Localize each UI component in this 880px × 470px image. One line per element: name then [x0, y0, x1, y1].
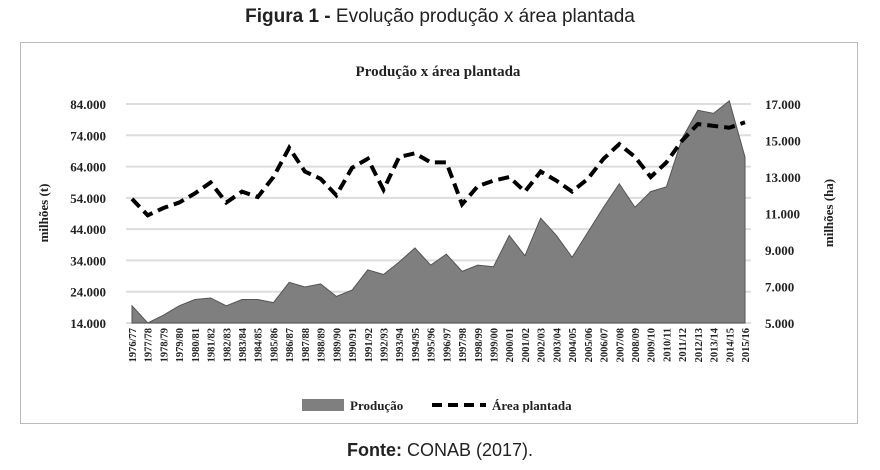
- caption-text: CONAB (2017).: [406, 440, 534, 460]
- y-tick-label: 44.000: [70, 222, 106, 237]
- x-tick-label: 2006/07: [600, 328, 611, 362]
- figure-title: Figura 1 - Evolução produção x área plan…: [0, 6, 880, 28]
- legend-label-area: Área plantada: [492, 398, 572, 413]
- x-tick-label: 2004/05: [568, 328, 579, 362]
- x-tick-label: 2005/06: [584, 328, 595, 362]
- x-tick-label: 1989/90: [332, 328, 343, 362]
- y-tick-label: 84.000: [70, 97, 106, 112]
- x-tick-label: 1992/93: [379, 328, 390, 362]
- x-tick-label: 1995/96: [427, 328, 438, 362]
- x-tick-label: 1978/79: [159, 328, 170, 362]
- legend-swatch-producao: [302, 399, 344, 411]
- y-axis-label: milhões (t): [36, 184, 51, 243]
- x-tick-label: 1979/80: [175, 328, 186, 362]
- y2-tick-label: 9.000: [765, 243, 794, 258]
- caption-label: Fonte:: [346, 440, 402, 460]
- x-tick-label: 1998/99: [474, 328, 485, 362]
- x-tick-label: 1981/82: [207, 328, 218, 362]
- x-tick-label: 2009/10: [647, 328, 658, 362]
- y2-tick-label: 11.000: [765, 207, 800, 222]
- x-tick-label: 1983/84: [238, 327, 249, 362]
- x-tick-label: 2003/04: [552, 327, 563, 362]
- x-tick-label: 1985/86: [269, 328, 280, 362]
- x-tick-label: 1990/91: [348, 328, 359, 362]
- x-tick-label: 1994/95: [411, 328, 422, 362]
- x-tick-label: 2012/13: [694, 328, 705, 362]
- x-tick-label: 1977/78: [144, 328, 155, 362]
- x-tick-label: 2002/03: [537, 328, 548, 362]
- y-tick-label: 14.000: [70, 316, 106, 331]
- production-area: [131, 100, 746, 324]
- caption: Fonte: CONAB (2017).: [0, 440, 880, 461]
- area-line: [130, 120, 746, 218]
- x-tick-label: 1988/89: [317, 328, 328, 362]
- x-tick-label: 2015/16: [741, 328, 752, 362]
- y2-tick-label: 13.000: [765, 170, 801, 185]
- chart-frame: [20, 42, 858, 424]
- x-tick-label: 2010/11: [662, 328, 673, 362]
- y-tick-label: 54.000: [70, 191, 106, 206]
- y2-tick-label: 7.000: [765, 280, 794, 295]
- x-tick-label: 2013/14: [710, 327, 721, 362]
- y2-axis-label: milhões (ha): [821, 179, 836, 247]
- x-tick-label: 1980/81: [191, 328, 202, 362]
- y2-tick-label: 15.000: [765, 134, 801, 149]
- x-tick-label: 2000/01: [505, 328, 516, 362]
- x-tick-label: 1986/87: [285, 328, 296, 362]
- x-tick-label: 1997/98: [458, 328, 469, 362]
- y2-tick-label: 17.000: [765, 97, 801, 112]
- y2-tick-label: 5.000: [765, 316, 794, 331]
- y-tick-label: 24.000: [70, 285, 106, 300]
- x-tick-label: 1976/77: [128, 328, 139, 362]
- x-tick-label: 2008/09: [631, 328, 642, 362]
- x-tick-label: 1982/83: [222, 328, 233, 362]
- x-tick-label: 2007/08: [615, 328, 626, 362]
- x-tick-label: 1993/94: [395, 327, 406, 362]
- x-tick-label: 1991/92: [364, 328, 375, 362]
- y-tick-label: 64.000: [70, 160, 106, 175]
- legend-label-producao: Produção: [350, 398, 403, 413]
- figure-title-text: Evolução produção x área plantada: [335, 6, 635, 27]
- x-tick-label: 1984/85: [254, 328, 265, 362]
- x-tick-label: 2011/12: [678, 328, 689, 362]
- chart-title: Produção x área plantada: [356, 64, 521, 80]
- legend: Produção Área plantada: [302, 398, 572, 413]
- x-tick-label: 1996/97: [442, 328, 453, 362]
- figure-label: Figura 1 -: [245, 6, 331, 27]
- x-tick-label: 2001/02: [521, 328, 532, 362]
- x-tick-label: 1999/00: [490, 328, 501, 362]
- x-tick-label: 1987/88: [301, 328, 312, 362]
- y-tick-label: 74.000: [70, 128, 106, 143]
- y-tick-label: 34.000: [70, 253, 106, 268]
- x-tick-label: 2014/15: [725, 328, 736, 362]
